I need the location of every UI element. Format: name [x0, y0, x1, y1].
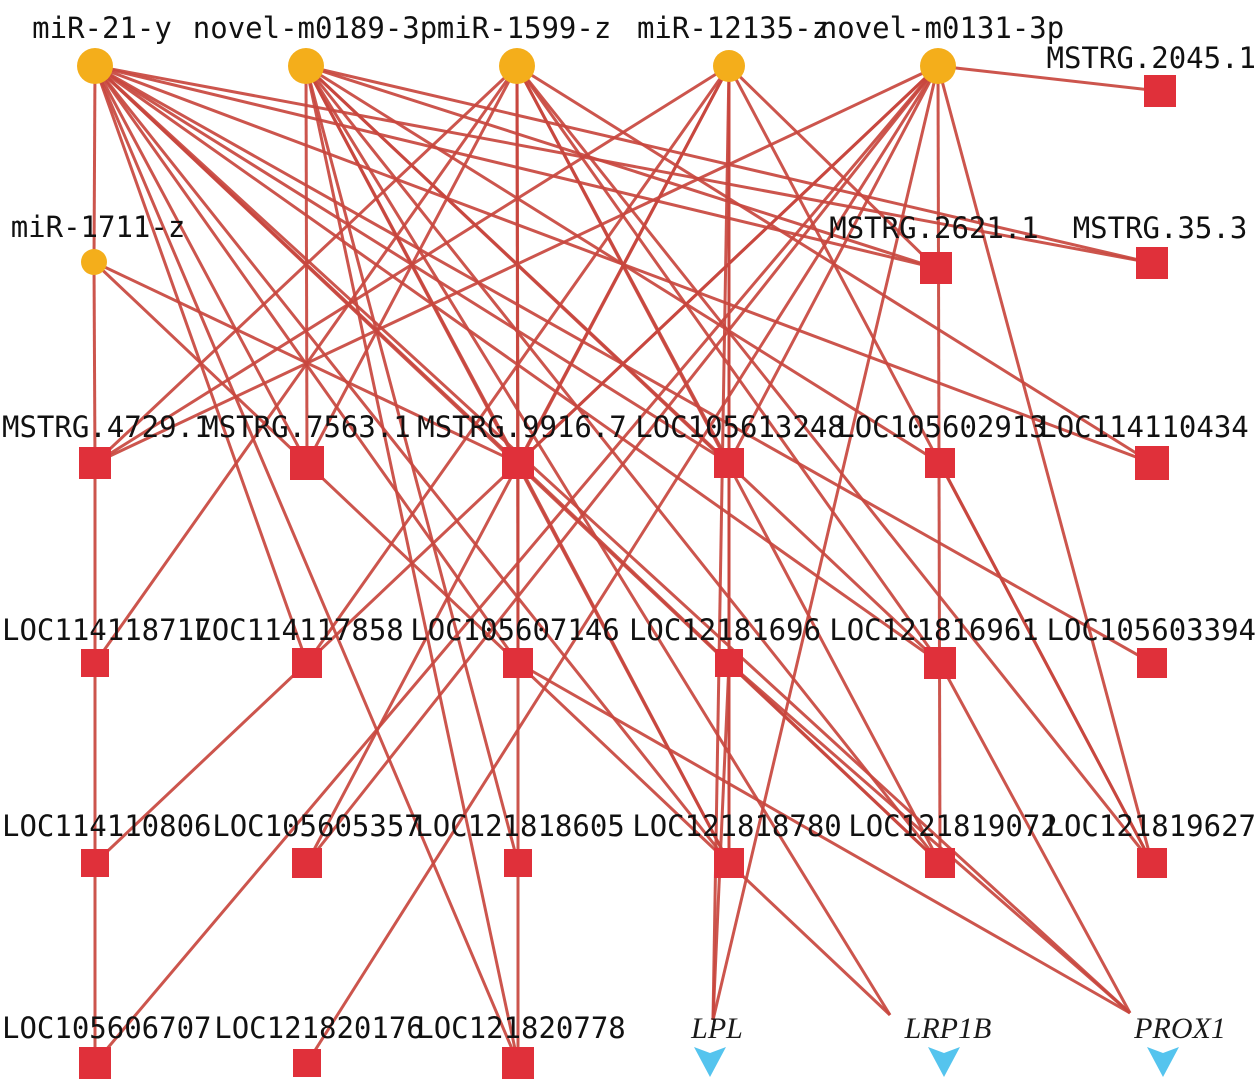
- edge-m5-t_2045: [937, 64, 1161, 93]
- target-node[interactable]: [1136, 247, 1168, 279]
- mirna-label: miR-1711-z: [11, 210, 186, 244]
- edge-t_816961-g_prox1: [938, 662, 1132, 1014]
- target-label: LOC121816961: [829, 613, 1039, 647]
- edge-t_818780-g_lrp1b: [727, 861, 892, 1017]
- mirna-node[interactable]: [81, 249, 107, 275]
- edge-t_1696-g_prox1: [728, 661, 1131, 1015]
- target-label: MSTRG.7563.1: [201, 410, 411, 444]
- target-label: LOC105603394: [1046, 613, 1256, 647]
- target-label: MSTRG.9916.7: [417, 410, 627, 444]
- target-label: LOC114110806: [2, 809, 212, 843]
- mirna-node[interactable]: [713, 50, 745, 82]
- target-label: LOC121818780: [632, 809, 842, 843]
- target-label: LOC105605357: [212, 809, 422, 843]
- mirna-label: novel-m0131-3p: [820, 11, 1064, 45]
- node-layer: [77, 48, 1179, 1079]
- gene-label: LRP1B: [904, 1012, 992, 1045]
- edge-m5-t_613248: [727, 65, 940, 464]
- target-node[interactable]: [920, 252, 952, 284]
- target-label: MSTRG.35.3: [1073, 211, 1248, 245]
- target-node[interactable]: [1137, 848, 1167, 878]
- mirna-node[interactable]: [77, 48, 113, 84]
- edge-t_9916-t_818780: [516, 462, 731, 864]
- edge-m1-m6: [92, 65, 97, 263]
- mirna-node[interactable]: [920, 48, 956, 84]
- target-node[interactable]: [81, 649, 109, 677]
- mirna-label: miR-12135-z: [637, 11, 829, 45]
- mirna-node[interactable]: [499, 48, 535, 84]
- edge-m4-t_4729: [94, 64, 730, 465]
- target-node[interactable]: [714, 848, 744, 878]
- target-label: LOC121818605: [415, 809, 625, 843]
- target-node[interactable]: [502, 447, 534, 479]
- target-node[interactable]: [292, 648, 322, 678]
- target-label: MSTRG.2621.1: [829, 211, 1039, 245]
- edge-t_602913-t_819627: [938, 462, 1154, 864]
- target-node[interactable]: [714, 448, 744, 478]
- target-label: LOC121820778: [416, 1011, 626, 1045]
- edge-t_1696-g_lpl: [711, 662, 731, 1021]
- edge-m5-t_605357: [305, 65, 940, 864]
- edge-m2-t_818605: [304, 65, 520, 864]
- target-node[interactable]: [293, 1049, 321, 1077]
- edge-m6-t_4729: [92, 261, 97, 464]
- edge-m1-g_prox1: [93, 64, 1132, 1015]
- edge-m1-t_7563: [93, 65, 309, 464]
- edge-m1-t_820778: [93, 65, 520, 1064]
- target-node[interactable]: [1137, 648, 1167, 678]
- target-label: LOC12181696: [629, 613, 821, 647]
- edge-m4-t_117858: [305, 65, 731, 664]
- target-label: LOC105607146: [410, 613, 620, 647]
- edge-m6-t_9916: [93, 260, 519, 465]
- target-label: LOC121819627: [1046, 809, 1256, 843]
- mirna-label: novel-m0189-3p: [193, 11, 437, 45]
- target-node[interactable]: [925, 848, 955, 878]
- label-layer: miR-21-y novel-m0189-3p miR-1599-z miR-1213…: [2, 11, 1256, 1045]
- target-node[interactable]: [79, 1047, 111, 1079]
- mirna-label: miR-1599-z: [437, 11, 612, 45]
- edge-m3-t_819627: [515, 65, 1154, 864]
- target-node[interactable]: [502, 1047, 534, 1079]
- edge-m3-t_4729: [93, 64, 519, 465]
- target-label: LOC105613248: [635, 410, 845, 444]
- target-node[interactable]: [925, 448, 955, 478]
- target-label: LOC114117858: [194, 613, 404, 647]
- target-label: LOC114110434: [1039, 410, 1249, 444]
- gene-node[interactable]: [1147, 1047, 1179, 1077]
- edge-m6-t_818780: [92, 260, 731, 865]
- target-node[interactable]: [81, 849, 109, 877]
- target-label: MSTRG.4729.1: [2, 410, 212, 444]
- target-node[interactable]: [292, 848, 322, 878]
- edge-t_607146-g_prox1: [517, 661, 1131, 1015]
- target-label: MSTRG.2045.1: [1046, 41, 1256, 75]
- target-label: LOC121819072: [848, 809, 1058, 843]
- gene-node[interactable]: [928, 1047, 960, 1077]
- target-node[interactable]: [715, 649, 743, 677]
- target-node[interactable]: [290, 446, 324, 480]
- target-node[interactable]: [1144, 75, 1176, 107]
- mirna-label: miR-21-y: [32, 11, 172, 45]
- target-label: LOC114118717: [2, 613, 212, 647]
- target-node[interactable]: [504, 849, 532, 877]
- target-node[interactable]: [79, 447, 111, 479]
- gene-label: LPL: [690, 1012, 743, 1045]
- target-node[interactable]: [924, 647, 956, 679]
- edge-m5-t_819627: [936, 65, 1154, 864]
- target-label: LOC105602913: [837, 410, 1047, 444]
- edge-m5-g_lpl: [711, 65, 940, 1021]
- edge-m1-t_2621: [94, 64, 937, 270]
- mirna-node[interactable]: [288, 48, 324, 84]
- edge-m1-t_35: [94, 64, 1153, 265]
- gene-label: PROX1: [1133, 1012, 1226, 1045]
- target-label: LOC105606707: [2, 1011, 212, 1045]
- target-node[interactable]: [503, 648, 533, 678]
- edge-m5-t_820176: [305, 65, 940, 1064]
- target-node[interactable]: [1135, 446, 1169, 480]
- target-label: LOC121820176: [214, 1011, 424, 1045]
- gene-node[interactable]: [694, 1047, 726, 1077]
